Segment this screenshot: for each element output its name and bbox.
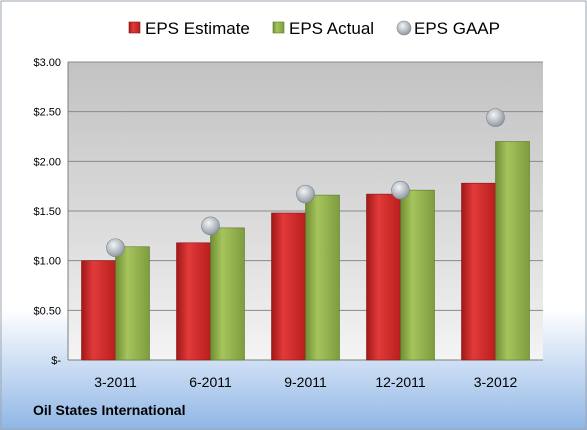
legend-eps-estimate-swatch — [128, 21, 141, 34]
y-tick-label: $1.00 — [33, 256, 61, 268]
y-tick-label: $- — [51, 355, 61, 367]
bar-eps-actual — [115, 246, 150, 361]
legend-eps-actual-swatch — [272, 21, 285, 34]
bar-eps-actual — [400, 189, 435, 361]
bar-eps-actual — [210, 227, 245, 361]
legend-eps-gaap-label: EPS GAAP — [414, 19, 500, 38]
y-tick-label: $1.50 — [33, 206, 61, 218]
legend-eps-estimate: EPS Estimate — [128, 19, 250, 38]
company-name: Oil States International — [33, 402, 185, 418]
legend-eps-actual: EPS Actual — [272, 19, 374, 38]
x-category-label: 6-2011 — [189, 374, 232, 390]
bar-eps-actual — [495, 141, 530, 361]
point-eps-gaap — [296, 184, 315, 204]
bar-eps-estimate — [81, 260, 116, 361]
legend-eps-estimate-label: EPS Estimate — [145, 19, 250, 38]
bar-eps-estimate — [176, 242, 211, 361]
bar-eps-estimate — [271, 212, 306, 361]
x-category-label: 3-2011 — [94, 374, 137, 390]
bar-eps-estimate — [461, 182, 496, 361]
legend-eps-gaap-swatch — [396, 20, 412, 36]
x-category-label: 12-2011 — [375, 374, 426, 390]
point-eps-gaap — [106, 238, 125, 258]
legend-eps-gaap: EPS GAAP — [396, 19, 500, 38]
y-tick-label: $0.50 — [33, 305, 61, 317]
legend-eps-actual-label: EPS Actual — [289, 19, 374, 38]
x-category-label: 3-2012 — [474, 374, 518, 390]
y-tick-label: $2.50 — [33, 107, 61, 119]
point-eps-gaap — [486, 108, 505, 127]
y-tick-label: $3.00 — [33, 57, 61, 69]
point-eps-gaap — [201, 216, 220, 236]
x-category-label: 9-2011 — [284, 374, 327, 390]
y-tick-label: $2.00 — [33, 156, 61, 168]
bar-eps-estimate — [366, 193, 401, 361]
point-eps-gaap — [391, 180, 410, 200]
bar-eps-actual — [305, 194, 340, 361]
